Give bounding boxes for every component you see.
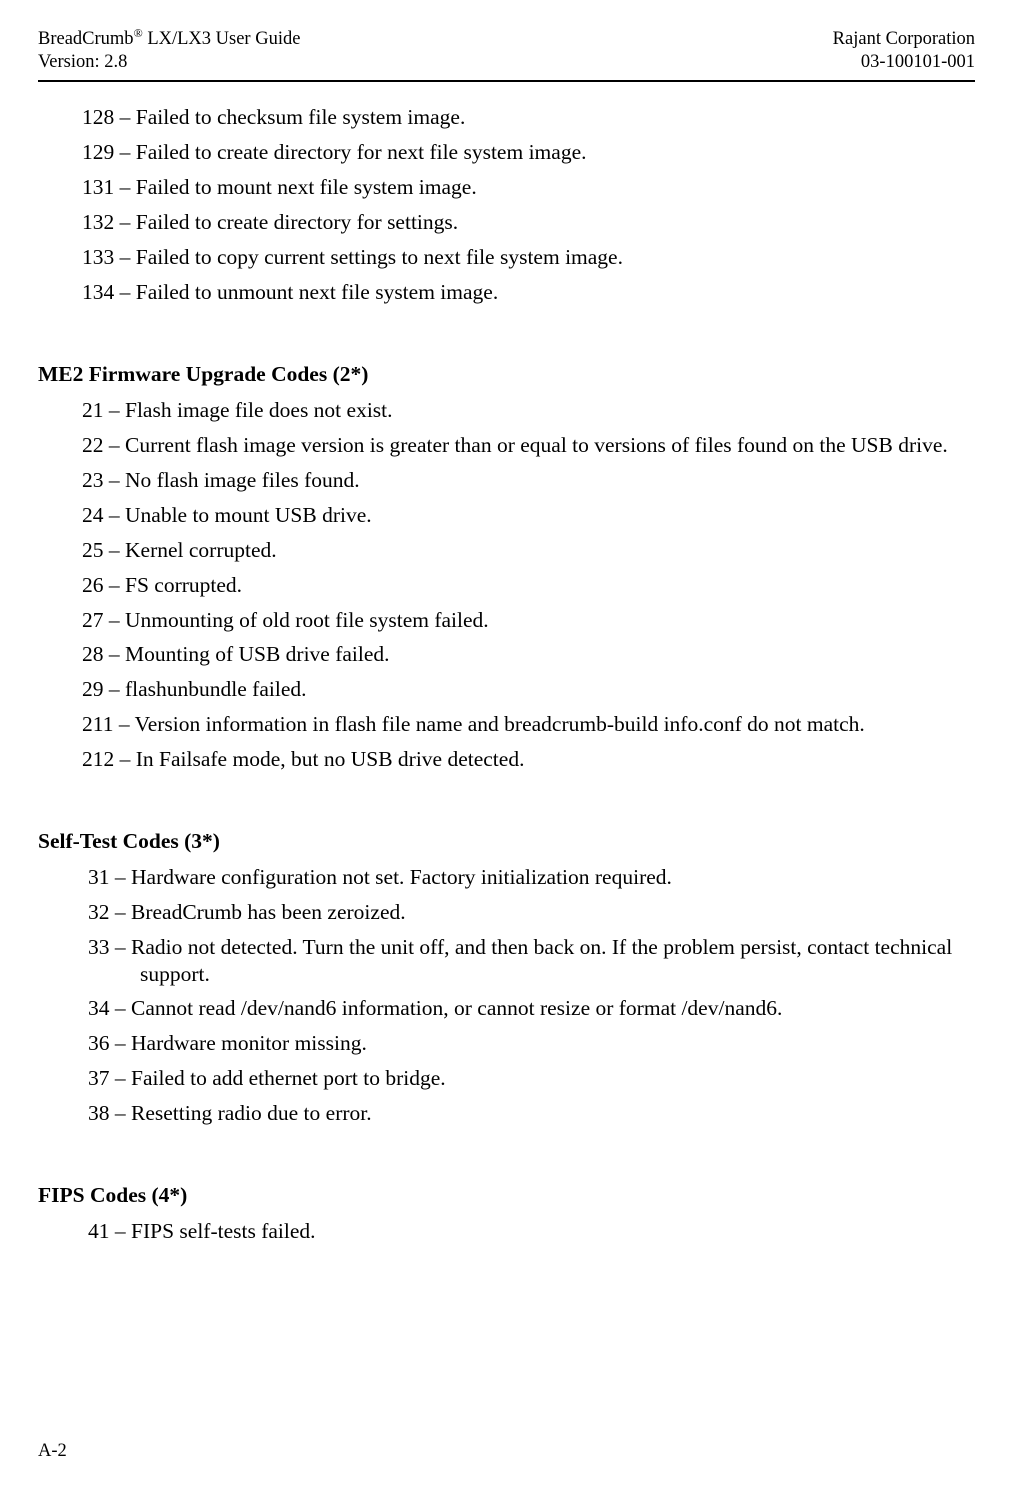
code-number: 32 xyxy=(88,900,110,924)
page-number: A-2 xyxy=(38,1441,67,1462)
code-description: Current flash image version is greater t… xyxy=(125,433,948,457)
code-item: 29 – flashunbundle failed. xyxy=(82,676,975,702)
code-number: 131 xyxy=(82,175,114,199)
code-number: 34 xyxy=(88,996,110,1020)
code-number: 21 xyxy=(82,398,104,422)
code-item: 22 – Current flash image version is grea… xyxy=(82,432,975,458)
code-item: 131 – Failed to mount next file system i… xyxy=(82,174,975,200)
code-description: Unmounting of old root file system faile… xyxy=(125,608,489,632)
code-description: No flash image files found. xyxy=(125,468,360,492)
code-description: In Failsafe mode, but no USB drive detec… xyxy=(136,747,525,771)
code-number: 134 xyxy=(82,280,114,304)
code-number: 133 xyxy=(82,245,114,269)
code-item: 211 – Version information in flash file … xyxy=(82,711,975,737)
code-item: 21 – Flash image file does not exist. xyxy=(82,397,975,423)
code-number: 22 xyxy=(82,433,104,457)
header-right: Rajant Corporation 03-100101-001 xyxy=(833,28,975,74)
code-description: Unable to mount USB drive. xyxy=(125,503,372,527)
product-name-suffix: LX/LX3 User Guide xyxy=(143,29,301,49)
code-item: 129 – Failed to create directory for nex… xyxy=(82,139,975,165)
product-name-prefix: BreadCrumb xyxy=(38,29,134,49)
page-header: BreadCrumb® LX/LX3 User Guide Version: 2… xyxy=(38,28,975,82)
code-number: 23 xyxy=(82,468,104,492)
section-title-me2: ME2 Firmware Upgrade Codes (2*) xyxy=(38,362,975,387)
code-number: 128 xyxy=(82,105,114,129)
code-item: 25 – Kernel corrupted. xyxy=(82,537,975,563)
code-description: Resetting radio due to error. xyxy=(131,1101,372,1125)
code-number: 38 xyxy=(88,1101,110,1125)
code-item: 24 – Unable to mount USB drive. xyxy=(82,502,975,528)
code-number: 26 xyxy=(82,573,104,597)
code-number: 41 xyxy=(88,1219,110,1243)
doc-number: 03-100101-001 xyxy=(861,51,975,74)
code-number: 212 xyxy=(82,747,114,771)
code-description: Kernel corrupted. xyxy=(125,538,277,562)
code-description: Failed to add ethernet port to bridge. xyxy=(131,1066,446,1090)
code-number: 37 xyxy=(88,1066,110,1090)
code-description: Failed to create directory for settings. xyxy=(136,210,458,234)
code-description: Failed to unmount next file system image… xyxy=(136,280,498,304)
code-number: 33 xyxy=(88,935,110,959)
code-number: 24 xyxy=(82,503,104,527)
code-description: Version information in flash file name a… xyxy=(135,712,865,736)
code-item: 32 – BreadCrumb has been zeroized. xyxy=(88,899,975,925)
code-description: FIPS self-tests failed. xyxy=(131,1219,316,1243)
code-description: Hardware monitor missing. xyxy=(131,1031,367,1055)
code-description: Failed to checksum file system image. xyxy=(136,105,466,129)
code-item: 38 – Resetting radio due to error. xyxy=(88,1100,975,1126)
registered-mark: ® xyxy=(134,26,143,40)
code-description: Failed to mount next file system image. xyxy=(136,175,477,199)
code-description: Mounting of USB drive failed. xyxy=(125,642,390,666)
code-description: Radio not detected. Turn the unit off, a… xyxy=(131,935,952,985)
code-number: 211 xyxy=(82,712,113,736)
me2-code-list: 21 – Flash image file does not exist. 22… xyxy=(38,397,975,773)
company-name: Rajant Corporation xyxy=(833,28,975,51)
code-description: Failed to copy current settings to next … xyxy=(136,245,623,269)
code-item: 134 – Failed to unmount next file system… xyxy=(82,279,975,305)
code-number: 25 xyxy=(82,538,104,562)
code-number: 36 xyxy=(88,1031,110,1055)
code-item: 41 – FIPS self-tests failed. xyxy=(88,1218,975,1244)
section-title-selftest: Self-Test Codes (3*) xyxy=(38,829,975,854)
code-item: 23 – No flash image files found. xyxy=(82,467,975,493)
code-description: Cannot read /dev/nand6 information, or c… xyxy=(131,996,782,1020)
section-title-fips: FIPS Codes (4*) xyxy=(38,1183,975,1208)
code-item: 26 – FS corrupted. xyxy=(82,572,975,598)
page: BreadCrumb® LX/LX3 User Guide Version: 2… xyxy=(0,0,1013,1486)
code-description: Flash image file does not exist. xyxy=(125,398,393,422)
header-left: BreadCrumb® LX/LX3 User Guide Version: 2… xyxy=(38,28,300,74)
code-item: 36 – Hardware monitor missing. xyxy=(88,1030,975,1056)
code-item: 27 – Unmounting of old root file system … xyxy=(82,607,975,633)
code-item: 34 – Cannot read /dev/nand6 information,… xyxy=(88,995,975,1021)
code-number: 28 xyxy=(82,642,104,666)
top-code-list: 128 – Failed to checksum file system ima… xyxy=(38,104,975,305)
code-description: BreadCrumb has been zeroized. xyxy=(131,900,406,924)
code-item: 37 – Failed to add ethernet port to brid… xyxy=(88,1065,975,1091)
code-number: 132 xyxy=(82,210,114,234)
code-item: 133 – Failed to copy current settings to… xyxy=(82,244,975,270)
code-number: 129 xyxy=(82,140,114,164)
code-description: Failed to create directory for next file… xyxy=(136,140,587,164)
code-number: 31 xyxy=(88,865,110,889)
code-item: 132 – Failed to create directory for set… xyxy=(82,209,975,235)
code-number: 29 xyxy=(82,677,104,701)
header-version: Version: 2.8 xyxy=(38,51,300,74)
code-description: Hardware configuration not set. Factory … xyxy=(131,865,672,889)
code-item: 212 – In Failsafe mode, but no USB drive… xyxy=(82,746,975,772)
fips-code-list: 41 – FIPS self-tests failed. xyxy=(38,1218,975,1244)
code-number: 27 xyxy=(82,608,104,632)
selftest-code-list: 31 – Hardware configuration not set. Fac… xyxy=(38,864,975,1127)
code-description: flashunbundle failed. xyxy=(125,677,307,701)
code-description: FS corrupted. xyxy=(125,573,242,597)
code-item: 128 – Failed to checksum file system ima… xyxy=(82,104,975,130)
code-item: 31 – Hardware configuration not set. Fac… xyxy=(88,864,975,890)
code-item: 33 – Radio not detected. Turn the unit o… xyxy=(88,934,975,987)
header-title: BreadCrumb® LX/LX3 User Guide xyxy=(38,28,300,51)
code-item: 28 – Mounting of USB drive failed. xyxy=(82,641,975,667)
